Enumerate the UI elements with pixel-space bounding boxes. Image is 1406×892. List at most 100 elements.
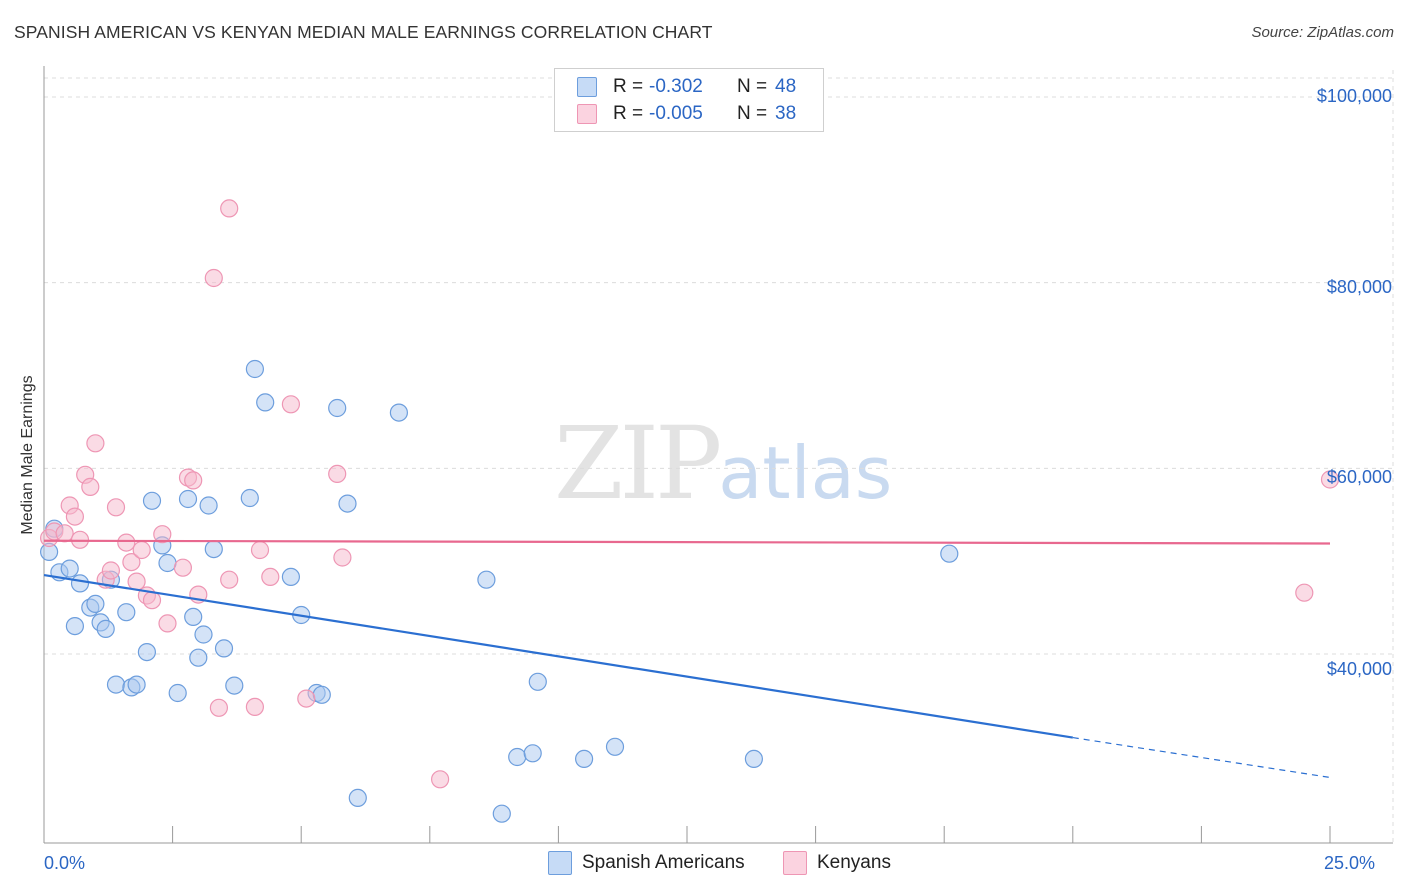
kenyan-point-10 (101, 561, 121, 580)
chart-title: SPANISH AMERICAN VS KENYAN MEDIAN MALE E… (14, 22, 713, 42)
spanish-american-point-19 (168, 683, 187, 703)
bottom-legend-label: Spanish Americans (582, 852, 745, 873)
spanish-american-point-11 (106, 675, 126, 694)
bottom-legend-swatch-blue (548, 851, 572, 875)
legend-r-value: -0.005 (649, 103, 703, 124)
spanish-american-point-47 (940, 544, 959, 563)
spanish-american-point-38 (389, 403, 408, 422)
kenyan-point-8 (86, 434, 105, 453)
kenyan-point-22 (184, 471, 203, 490)
spanish-american-point-44 (574, 749, 594, 769)
kenyan-point-31 (281, 395, 300, 414)
kenyan-point-24 (204, 268, 223, 288)
kenyan-point-12 (117, 533, 136, 552)
spanish-american-point-24 (199, 496, 218, 515)
kenyan-point-17 (142, 591, 162, 610)
legend-r-label: R = (613, 103, 644, 124)
kenyan-trendline (43, 539, 1331, 545)
spanish-american-point-37 (348, 788, 367, 808)
spanish-american-point-43 (528, 672, 547, 691)
source-label: Source: ZipAtlas.com (1251, 24, 1394, 41)
bottom-legend-kenyans: Kenyans (783, 851, 891, 875)
kenyan-point-4 (65, 507, 85, 526)
legend-r-value: -0.302 (649, 76, 703, 97)
spanish-american-point-16 (142, 491, 162, 510)
kenyan-point-37 (1320, 470, 1340, 489)
watermark-atlas: atlas (718, 431, 893, 515)
spanish-american-point-15 (137, 642, 156, 662)
legend-r-label: R = (613, 76, 644, 97)
spanish-american-point-27 (225, 676, 244, 695)
spanish-american-point-28 (240, 488, 259, 508)
spanish-american-trendline (43, 574, 1073, 739)
spanish-american-point-46 (744, 749, 764, 769)
legend-n-label: N = (737, 103, 768, 124)
spanish-american-point-45 (605, 737, 625, 756)
spanish-american-point-21 (184, 607, 203, 627)
kenyan-point-36 (1295, 583, 1314, 602)
kenyan-point-13 (122, 552, 141, 572)
kenyan-point-2 (55, 524, 74, 543)
kenyan-point-19 (158, 614, 177, 633)
kenyan-point-25 (209, 698, 228, 717)
kenyan-point-29 (245, 697, 264, 717)
watermark: ZIPatlas (554, 405, 892, 522)
x-tick-label-max: 25.0% (1324, 853, 1376, 873)
kenyan-point-15 (132, 540, 151, 560)
spanish-american-point-30 (256, 393, 275, 412)
bottom-legend-swatch-pink (783, 851, 807, 875)
bottom-legend-label: Kenyans (817, 852, 891, 873)
y-tick-label-100000: $100,000 (1316, 86, 1392, 106)
spanish-american-point-23 (194, 625, 213, 644)
kenyan-point-34 (333, 548, 352, 567)
spanish-american-point-34 (312, 685, 331, 704)
legend: R = -0.302 N = 48 R = -0.005 N = 38 (554, 68, 824, 132)
spanish-american-point-18 (158, 553, 177, 573)
spanish-american-point-14 (127, 675, 146, 694)
spanish-american-point-3 (60, 559, 79, 578)
kenyan-point-30 (261, 567, 280, 587)
spanish-american-point-20 (178, 489, 198, 509)
x-tick-label-min: 0.0% (44, 853, 86, 873)
spanish-american-point-42 (523, 744, 542, 763)
kenyan-point-26 (220, 570, 239, 589)
spanish-american-point-31 (281, 567, 300, 587)
kenyan-point-28 (250, 540, 270, 560)
spanish-american-point-25 (204, 539, 223, 559)
kenyan-point-20 (173, 558, 192, 577)
spanish-american-point-22 (189, 648, 208, 667)
kenyan-point-32 (297, 689, 316, 708)
kenyan-point-33 (328, 464, 347, 483)
kenyan-point-7 (81, 477, 100, 496)
y-tick-label-60000: $60,000 (1326, 467, 1392, 487)
spanish-american-point-36 (338, 494, 357, 513)
legend-swatch-blue (577, 77, 597, 97)
watermark-zip: ZIP (554, 405, 722, 522)
legend-swatch-pink (577, 104, 597, 124)
legend-n-value: 48 (775, 76, 797, 97)
y-tick-label-40000: $40,000 (1326, 659, 1392, 679)
spanish-american-point-4 (65, 616, 85, 636)
spanish-american-point-39 (477, 570, 496, 589)
spanish-american-point-9 (96, 619, 115, 639)
spanish-american-trendline-extension (1072, 736, 1331, 779)
spanish-american-point-26 (214, 639, 234, 658)
spanish-american-point-5 (70, 574, 90, 593)
kenyan-point-11 (106, 498, 126, 517)
legend-n-value: 38 (775, 103, 797, 124)
spanish-american-point-12 (117, 603, 136, 622)
kenyan-point-18 (153, 525, 172, 544)
bottom-legend-spanish-americans: Spanish Americans (548, 851, 745, 875)
spanish-american-point-41 (508, 747, 527, 767)
legend-row-kenyans: R = -0.005 N = 38 (577, 102, 796, 126)
legend-row-spanish-americans: R = -0.302 N = 48 (577, 75, 796, 99)
spanish-american-point-40 (492, 804, 511, 823)
y-tick-label-80000: $80,000 (1326, 277, 1392, 297)
kenyan-point-35 (431, 770, 450, 789)
spanish-american-point-29 (245, 359, 264, 379)
spanish-american-point-7 (86, 594, 105, 614)
spanish-american-point-35 (328, 398, 347, 418)
legend-n-label: N = (737, 76, 768, 97)
kenyan-point-27 (220, 199, 239, 218)
